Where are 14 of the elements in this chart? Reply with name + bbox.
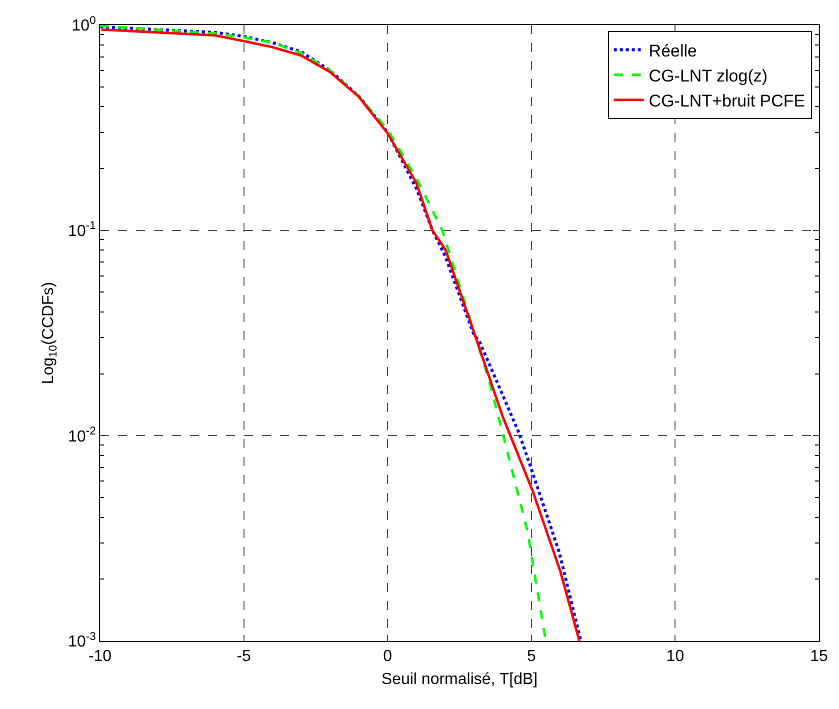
y-tick-label: 10$^{-1}$	[68, 220, 96, 240]
x-tick-label: 5	[526, 648, 536, 666]
y-tick-label: 10$^{0}$	[72, 14, 96, 35]
y-tick-label: 10$^{-2}$	[68, 426, 96, 446]
legend-label: CG-LNT zlog(z)	[648, 66, 768, 86]
x-tick-label: -10	[88, 648, 112, 666]
legend-label: CG-LNT+bruit PCFE	[648, 92, 806, 111]
y-tick-label: 10$^{-3}$	[68, 630, 96, 651]
x-tick-label: -5	[236, 648, 252, 666]
x-axis-title: Seuil normalisé, T[dB]	[381, 670, 538, 688]
x-tick-label: 15	[810, 648, 828, 666]
x-tick-label: 0	[383, 648, 392, 666]
x-tick-label: 10	[666, 648, 684, 666]
legend-label: Réelle	[648, 41, 698, 60]
